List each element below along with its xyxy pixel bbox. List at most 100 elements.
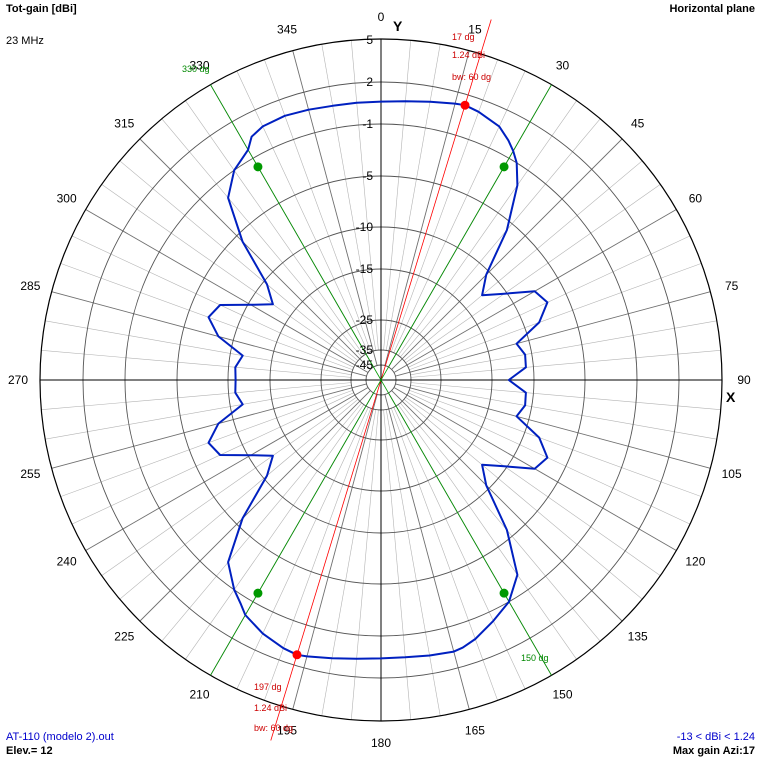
radial-gridline (51, 291, 367, 377)
radial-gridline (41, 349, 352, 378)
radial-gridline (51, 383, 367, 469)
max-gain-angle-label: 17 dg (452, 32, 475, 42)
radial-gridline (119, 399, 359, 600)
radial-gridline (139, 390, 371, 622)
beamwidth-marker (499, 588, 509, 598)
radial-gridline (400, 118, 601, 358)
radial-gridline (410, 349, 721, 378)
radial-gridline (410, 384, 717, 440)
radial-gridline (264, 408, 372, 701)
max-gain-line (270, 379, 382, 741)
radial-gridline (161, 118, 362, 358)
radial-gridline (410, 320, 717, 376)
beamwidth-line (210, 379, 382, 676)
max-gain-marker (292, 650, 302, 660)
radial-gridline (384, 394, 470, 710)
radial-gridline (185, 100, 365, 356)
ring-value-label: -35 (356, 343, 374, 357)
radial-gridline (60, 263, 353, 371)
radial-gridline (390, 408, 498, 701)
radial-gridline (264, 59, 372, 352)
radial-gridline (350, 40, 379, 351)
radial-gridline (390, 59, 498, 352)
azimuth-tick-label: 0 (378, 10, 385, 24)
axis-labels: 0153045607590105120135150165180195210225… (8, 10, 751, 750)
azimuth-tick-label: 330 (189, 59, 209, 73)
gain-range-label: -13 < dBi < 1.24 (676, 731, 755, 743)
max-gain-angle-label: 197 dg (254, 682, 282, 692)
radial-gridline (409, 263, 702, 371)
radial-gridline (391, 138, 623, 370)
radial-gridline (292, 50, 378, 366)
marker-lines (210, 19, 552, 741)
radial-gridline (410, 382, 721, 411)
beamwidth-line (380, 379, 552, 676)
radial-gridline (395, 291, 711, 377)
beamwidth-line (380, 84, 552, 381)
beamwidth-marker (253, 162, 263, 172)
radial-gridline (321, 44, 377, 351)
max-gain-value-label: 1.24 dBi (254, 703, 287, 713)
azimuth-tick-label: 270 (8, 373, 28, 387)
frequency-label: 23 MHz (6, 35, 44, 47)
azimuth-tick-label: 180 (371, 736, 391, 750)
azimuth-tick-label: 255 (20, 467, 40, 481)
radial-gridline (321, 409, 377, 716)
azimuth-tick-label: 135 (628, 630, 648, 644)
azimuth-tick-label: 120 (685, 555, 705, 569)
max-gain-label: Max gain Azi:17 (672, 745, 755, 757)
beamwidth-value-label: bw: 60 dg (452, 72, 491, 82)
ring-value-label: 5 (366, 33, 373, 47)
azimuth-tick-label: 30 (556, 59, 570, 73)
radiation-pattern (207, 100, 549, 660)
radial-gridline (409, 389, 702, 497)
elevation-label: Elev.= 12 (6, 745, 53, 757)
radial-gridline (391, 390, 623, 622)
beamwidth-marker (253, 588, 263, 598)
radial-gridline (384, 50, 470, 366)
ring-value-label: -10 (356, 220, 374, 234)
radial-gridline (385, 409, 441, 716)
ring-value-label: -15 (356, 262, 374, 276)
azimuth-tick-label: 300 (57, 192, 77, 206)
ring-value-label: -45 (356, 358, 374, 372)
radial-gridline (400, 402, 601, 642)
azimuth-tick-label: 195 (277, 724, 297, 738)
azimuth-tick-label: 75 (725, 279, 739, 293)
ring-value-label: 2 (366, 75, 373, 89)
radial-gridline (408, 392, 691, 525)
radial-gridline (383, 40, 412, 351)
ring-value-label: -5 (362, 169, 373, 183)
radial-gridline (383, 409, 412, 720)
azimuth-tick-label: 165 (465, 724, 485, 738)
azimuth-tick-label: 105 (722, 467, 742, 481)
radial-gridline (393, 407, 526, 690)
azimuth-tick-label: 15 (468, 22, 482, 36)
radial-gridline (45, 320, 352, 376)
azimuth-tick-label: 90 (737, 373, 751, 387)
radial-gridline (60, 389, 353, 497)
ring-value-label: -1 (362, 117, 373, 131)
beamwidth-line (210, 84, 382, 381)
azimuth-tick-label: 60 (689, 192, 703, 206)
radial-gridline (71, 235, 354, 368)
max-gain-line (380, 19, 492, 381)
radial-gridline (385, 44, 441, 351)
x-axis-letter: X (726, 389, 736, 405)
radial-gridline (405, 184, 661, 364)
beamwidth-value-label: bw: 60 dg (254, 723, 293, 733)
radial-gridline (403, 399, 643, 600)
radial-gridline (41, 382, 352, 411)
beamwidth-marker (499, 162, 509, 172)
radial-gridline (101, 184, 357, 364)
radial-gridline (236, 70, 369, 353)
beamwidth-angle-label: 330 dg (182, 64, 210, 74)
plane-label: Horizontal plane (669, 3, 755, 15)
radial-gridline (405, 396, 661, 576)
azimuth-tick-label: 345 (277, 22, 297, 36)
radial-gridline (350, 409, 379, 720)
max-gain-marker (460, 100, 470, 110)
y-axis-letter: Y (393, 18, 403, 34)
azimuth-tick-label: 225 (114, 630, 134, 644)
